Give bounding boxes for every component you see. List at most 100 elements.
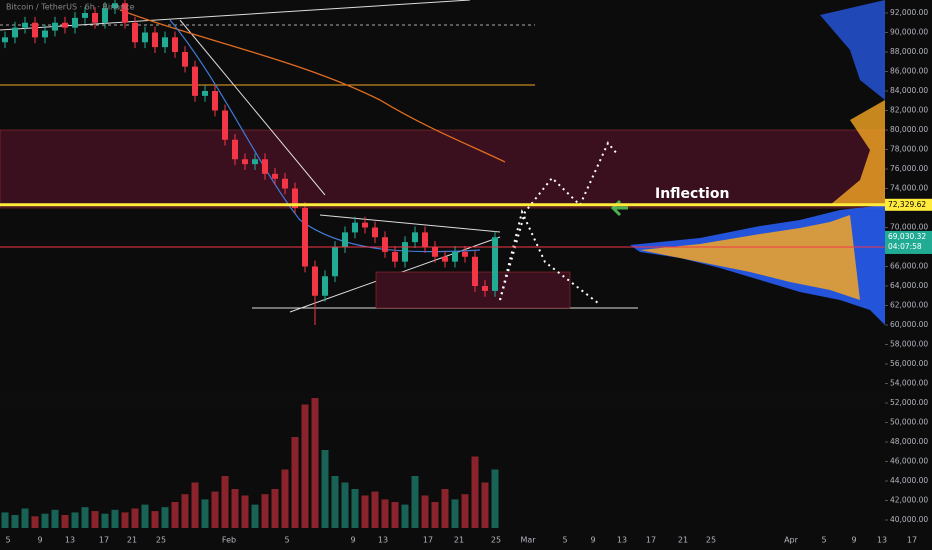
candle-body xyxy=(462,251,468,257)
candle-body xyxy=(472,256,478,286)
candle-body xyxy=(72,17,78,28)
volume-bar xyxy=(361,495,369,528)
volume-bar xyxy=(191,482,199,528)
y-tick-label: 86,000.00 xyxy=(890,67,928,76)
candle-body xyxy=(372,227,378,238)
y-tick-label: 84,000.00 xyxy=(890,86,928,95)
candle-body xyxy=(442,256,448,262)
candle-body xyxy=(402,242,408,262)
volume-bar xyxy=(251,504,259,528)
candle-body xyxy=(482,286,488,291)
volume-bar xyxy=(241,495,249,528)
candle-body xyxy=(82,13,88,18)
volume-bar xyxy=(301,404,309,528)
volume-bar xyxy=(51,509,59,528)
candle-body xyxy=(342,232,348,247)
volume-bar xyxy=(411,476,419,528)
candle-body xyxy=(252,159,258,165)
x-tick-label: 21 xyxy=(678,536,688,545)
x-tick-label: 13 xyxy=(65,536,75,545)
candle-body xyxy=(112,3,118,9)
candle-body xyxy=(352,222,358,233)
volume-bar xyxy=(211,491,219,528)
candle-body xyxy=(232,139,238,160)
x-tick-label: 17 xyxy=(423,536,433,545)
x-tick-label: 21 xyxy=(454,536,464,545)
chart-title: Bitcoin / TetherUS · 6h · Binance xyxy=(6,3,135,12)
volume-bar xyxy=(421,495,429,528)
zone-layer xyxy=(0,129,886,209)
drawings xyxy=(0,0,885,325)
y-tick-label: 88,000.00 xyxy=(890,47,928,56)
x-tick-label: Apr xyxy=(784,536,799,545)
y-tick-label: 40,000.00 xyxy=(890,515,928,524)
candle-body xyxy=(32,22,38,38)
candle-body xyxy=(282,178,288,189)
volume-bar xyxy=(311,398,319,528)
volume-bar xyxy=(291,437,299,528)
x-tick-label: 17 xyxy=(907,536,917,545)
volume-bar xyxy=(41,513,49,528)
candle-body xyxy=(362,222,368,228)
volume-bar xyxy=(61,515,69,528)
candle-body xyxy=(92,13,98,23)
candle-body xyxy=(302,208,308,267)
x-tick-label: 5 xyxy=(821,536,826,545)
x-tick-label: 13 xyxy=(378,536,388,545)
candle-body xyxy=(2,37,8,43)
y-tick-label: 52,000.00 xyxy=(890,398,928,407)
candle-body xyxy=(162,37,168,48)
candle-body xyxy=(202,91,208,96)
x-tick-label: 25 xyxy=(156,536,166,545)
volume-bar xyxy=(181,494,189,528)
volume-bar xyxy=(391,502,399,528)
volume-bar xyxy=(401,504,409,528)
volume-bar xyxy=(451,499,459,528)
volume-profile xyxy=(820,0,885,100)
candle-body xyxy=(152,32,158,48)
candle-body xyxy=(142,32,148,43)
candle-body xyxy=(242,159,248,165)
volume-bar xyxy=(471,456,479,528)
volume-bar xyxy=(281,469,289,528)
candle-body xyxy=(12,27,18,38)
volume-bar xyxy=(151,511,159,528)
y-tick-label: 62,000.00 xyxy=(890,301,928,310)
trend-line xyxy=(319,214,501,233)
x-tick-label: 9 xyxy=(851,536,856,545)
x-tick-label: Mar xyxy=(520,536,536,545)
volume-bar xyxy=(351,489,359,528)
price-tag xyxy=(885,230,932,254)
volume-bar xyxy=(131,508,139,528)
moving-average xyxy=(119,9,506,163)
x-tick-label: 9 xyxy=(37,536,42,545)
candle-body xyxy=(102,8,108,23)
candle-body xyxy=(382,237,388,252)
price-tag-label: 69,030.32 xyxy=(888,232,926,241)
trend-line xyxy=(179,19,326,196)
y-tick-label: 74,000.00 xyxy=(890,184,928,193)
candle-body xyxy=(172,37,178,52)
volume-bar xyxy=(171,502,179,528)
price-tag-label: 72,329.62 xyxy=(888,200,926,209)
y-tick-label: 44,000.00 xyxy=(890,476,928,485)
price-axis xyxy=(885,0,932,550)
candle-body xyxy=(132,22,138,43)
volume-bar xyxy=(221,476,229,528)
x-tick-label: Feb xyxy=(222,536,236,545)
volume-bar xyxy=(381,499,389,528)
candle-body xyxy=(272,173,278,179)
candle-body xyxy=(192,66,198,96)
volume-bar xyxy=(141,504,149,528)
candle-body xyxy=(452,251,458,262)
x-tick-label: 13 xyxy=(877,536,887,545)
time-axis xyxy=(0,530,932,550)
y-tick-label: 64,000.00 xyxy=(890,281,928,290)
y-tick-label: 50,000.00 xyxy=(890,418,928,427)
volume-profile xyxy=(830,100,885,205)
volume-bar xyxy=(1,512,9,528)
x-tick-label: 9 xyxy=(590,536,595,545)
y-tick-label: 54,000.00 xyxy=(890,379,928,388)
